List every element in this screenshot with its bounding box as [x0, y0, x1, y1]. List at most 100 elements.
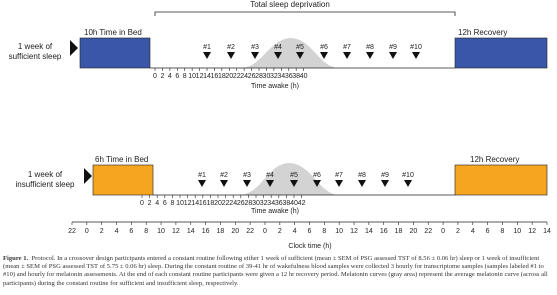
- tick-label: 6: [308, 228, 312, 235]
- axis-label: Time awake (h): [251, 83, 299, 90]
- tick-label: 8: [144, 228, 148, 235]
- bed-label: 6h Time in Bed: [95, 155, 148, 164]
- tick-label: 12: [184, 200, 192, 207]
- tick-label: 32: [260, 200, 268, 207]
- sample-marker: [220, 180, 228, 187]
- sample-label: #10: [402, 172, 414, 179]
- tick-label: 14: [191, 200, 199, 207]
- sample-label: #9: [389, 44, 397, 51]
- tick-label: 2: [160, 73, 164, 80]
- tick-label: 0: [85, 228, 89, 235]
- bed-box: [92, 164, 154, 196]
- tick-label: 8: [183, 73, 187, 80]
- tick-label: 6: [129, 228, 133, 235]
- tick-label: 14: [365, 228, 373, 235]
- tick-label: 4: [168, 73, 172, 80]
- caption-label: Figure 1.: [3, 255, 29, 262]
- sample-marker: [404, 180, 412, 187]
- tick-label: 2: [100, 228, 104, 235]
- sample-label: #10: [410, 44, 422, 51]
- sample-label: #4: [266, 172, 274, 179]
- tick-label: 32: [270, 73, 278, 80]
- sample-label: #1: [198, 172, 206, 179]
- tick-label: 22: [68, 228, 76, 235]
- tick-label: 6: [486, 228, 490, 235]
- sample-marker: [274, 52, 282, 59]
- tick-label: 30: [252, 200, 260, 207]
- sample-marker: [203, 52, 211, 59]
- tick-label: 14: [543, 228, 551, 235]
- recovery-box: [454, 164, 548, 196]
- tick-label: 18: [217, 228, 225, 235]
- sample-marker: [198, 180, 206, 187]
- melatonin-curve: [238, 163, 338, 195]
- tick-label: 10: [176, 200, 184, 207]
- tick-label: 16: [211, 73, 219, 80]
- bed-box: [79, 37, 151, 69]
- sample-label: #6: [313, 172, 321, 179]
- sample-label: #4: [274, 44, 282, 51]
- sample-marker: [266, 180, 274, 187]
- tick-label: 10: [157, 228, 165, 235]
- tick-label: 18: [218, 73, 226, 80]
- tick-label: 36: [275, 200, 283, 207]
- sample-marker: [366, 52, 374, 59]
- tick-label: 18: [207, 200, 215, 207]
- tick-label: 10: [513, 228, 521, 235]
- tick-label: 28: [255, 73, 263, 80]
- tick-label: 16: [199, 200, 207, 207]
- sample-label: #5: [296, 44, 304, 51]
- sample-label: #3: [243, 172, 251, 179]
- tick-label: 38: [283, 200, 291, 207]
- sample-label: #7: [335, 172, 343, 179]
- sample-marker: [290, 180, 298, 187]
- recovery-box: [454, 37, 548, 69]
- tick-label: 40: [290, 200, 298, 207]
- tick-label: 4: [155, 200, 159, 207]
- arrow: [84, 168, 92, 184]
- tick-label: 12: [196, 73, 204, 80]
- tick-label: 2: [278, 228, 282, 235]
- tick-label: 12: [350, 228, 358, 235]
- tick-label: 10: [188, 73, 196, 80]
- sample-marker: [358, 180, 366, 187]
- sample-label: #9: [381, 172, 389, 179]
- tick-label: 4: [115, 228, 119, 235]
- tick-label: 10: [335, 228, 343, 235]
- tick-label: 4: [471, 228, 475, 235]
- tick-label: 22: [424, 228, 432, 235]
- tick-label: 24: [229, 200, 237, 207]
- tick-label: 6: [175, 73, 179, 80]
- bracket: [154, 11, 456, 16]
- sample-marker: [343, 52, 351, 59]
- tick-label: 22: [246, 228, 254, 235]
- melatonin-curve: [240, 38, 338, 68]
- tick-label: 38: [292, 73, 300, 80]
- condition-label: 1 week of insufficient sleep: [16, 170, 76, 189]
- sample-label: #2: [220, 172, 228, 179]
- tick-label: 2: [456, 228, 460, 235]
- sample-marker: [389, 52, 397, 59]
- sample-label: #5: [290, 172, 298, 179]
- sample-marker: [335, 180, 343, 187]
- tick-label: 16: [380, 228, 388, 235]
- sample-marker: [412, 52, 420, 59]
- tick-label: 8: [322, 228, 326, 235]
- tick-label: 16: [202, 228, 210, 235]
- tick-label: 22: [222, 200, 230, 207]
- tick-label: 30: [263, 73, 271, 80]
- caption: Figure 1. Protocol. In a crossover desig…: [3, 255, 554, 288]
- tick-label: 14: [203, 73, 211, 80]
- sample-marker: [381, 180, 389, 187]
- tick-label: 24: [240, 73, 248, 80]
- sample-marker: [243, 180, 251, 187]
- tick-label: 14: [187, 228, 195, 235]
- recovery-label: 12h Recovery: [470, 155, 519, 164]
- condition-label: 1 week of sufficient sleep: [9, 42, 62, 61]
- recovery-label: 12h Recovery: [458, 28, 507, 37]
- caption-text: Protocol. In a crossover design particip…: [3, 255, 548, 287]
- tick-label: 18: [395, 228, 403, 235]
- tick-label: 20: [231, 228, 239, 235]
- tick-label: 22: [233, 73, 241, 80]
